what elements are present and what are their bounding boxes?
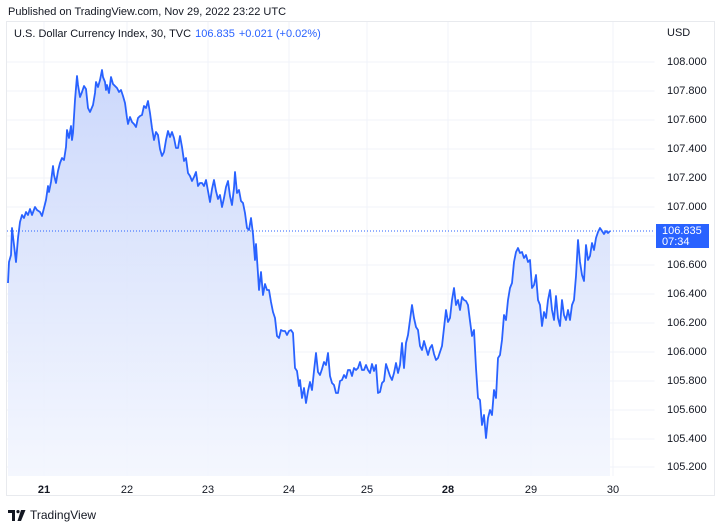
price-change: +0.021 (+0.02%) xyxy=(238,28,321,40)
current-price-label: 106.835 07:34 xyxy=(656,224,709,248)
bar-countdown: 07:34 xyxy=(662,236,690,248)
x-tick: 30 xyxy=(606,484,620,496)
y-tick: 105.600 xyxy=(667,404,707,416)
last-price: 106.835 xyxy=(195,28,235,40)
x-tick: 24 xyxy=(282,484,296,496)
y-tick: 107.200 xyxy=(667,172,707,184)
y-tick: 106.200 xyxy=(667,317,707,329)
x-tick: 23 xyxy=(201,484,215,496)
y-tick: 105.200 xyxy=(667,461,707,473)
y-tick: 108.000 xyxy=(667,56,707,68)
price-line xyxy=(7,69,611,439)
x-tick: 22 xyxy=(120,484,134,496)
current-price-value: 106.835 xyxy=(662,225,702,237)
y-tick: 107.400 xyxy=(667,143,707,155)
y-tick: 105.400 xyxy=(667,433,707,445)
y-tick: 107.000 xyxy=(667,201,707,213)
x-tick: 28 xyxy=(441,484,455,496)
x-tick: 21 xyxy=(37,484,51,496)
tradingview-logo-icon xyxy=(8,509,26,521)
y-tick: 107.800 xyxy=(667,85,707,97)
y-tick: 106.000 xyxy=(667,346,707,358)
y-tick: 106.400 xyxy=(667,288,707,300)
x-tick: 25 xyxy=(360,484,374,496)
price-area-fill xyxy=(8,70,610,476)
x-tick: 29 xyxy=(524,484,538,496)
currency-unit: USD xyxy=(667,27,691,39)
brand-name: TradingView xyxy=(30,508,97,522)
tradingview-brand[interactable]: TradingView xyxy=(8,508,96,522)
y-tick: 105.800 xyxy=(667,375,707,387)
y-tick: 106.600 xyxy=(667,259,707,271)
symbol-label: U.S. Dollar Currency Index, 30, TVC xyxy=(14,28,192,40)
published-caption: Published on TradingView.com, Nov 29, 20… xyxy=(8,6,287,18)
chart-frame xyxy=(6,21,715,496)
chart-legend: U.S. Dollar Currency Index, 30, TVC 106.8… xyxy=(14,28,321,40)
y-tick: 107.600 xyxy=(667,114,707,126)
